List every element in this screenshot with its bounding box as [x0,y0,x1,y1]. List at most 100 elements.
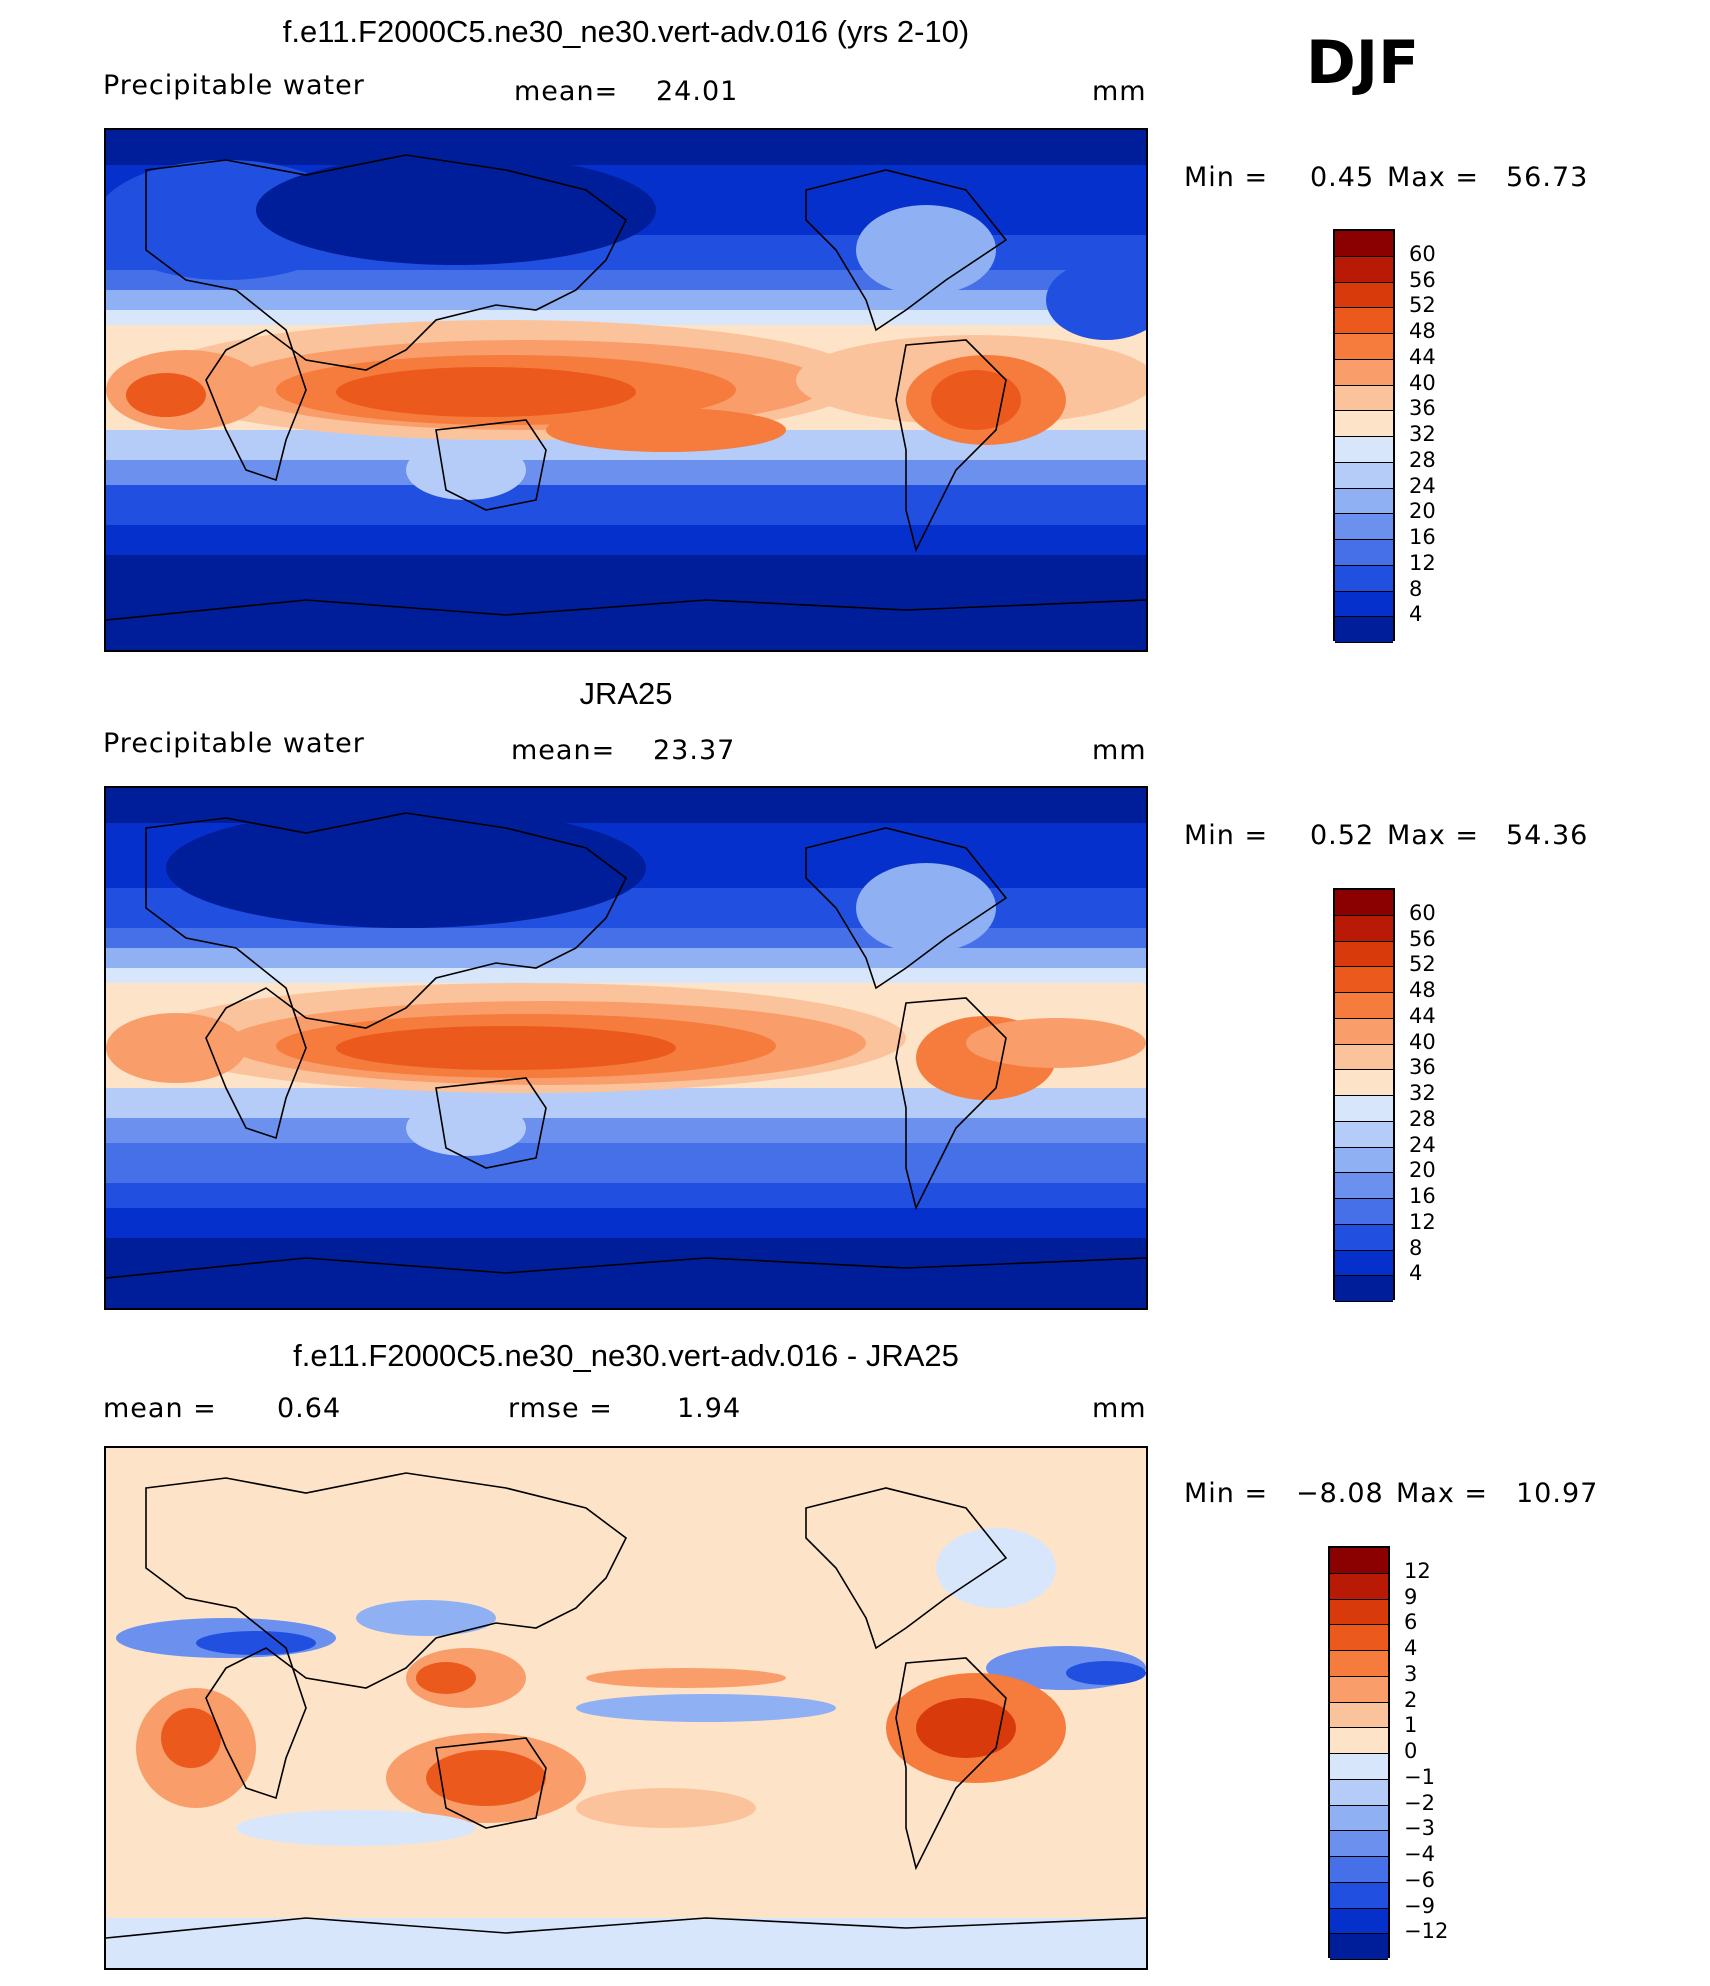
colorbar-tick-label: 9 [1404,1584,1418,1609]
panel-3-min-label: Min = [1184,1478,1269,1509]
panel-2-variable-label: Precipitable water [103,728,365,759]
colorbar-swatch [1335,1250,1393,1277]
panel-2-title: JRA25 [579,676,673,711]
colorbar-tick-label: −2 [1404,1790,1435,1815]
panel-3-rmse-value: 1.94 [677,1393,742,1424]
colorbar-swatch [1330,1573,1388,1600]
colorbar-swatch [1335,993,1393,1019]
colorbar-tick-label: −9 [1404,1893,1435,1918]
panel-3-max-label: Max = [1396,1478,1489,1509]
colorbar-tick-label: 48 [1409,978,1436,1002]
panel-1-colorbar [1333,229,1395,643]
colorbar-swatch [1335,308,1393,334]
colorbar-swatch [1335,231,1393,257]
colorbar-tick-label: 4 [1404,1636,1418,1660]
colorbar-tick-label: 40 [1409,1029,1436,1054]
colorbar-swatch [1335,941,1393,968]
colorbar-tick-label: 2 [1404,1687,1418,1712]
colorbar-swatch [1335,1173,1393,1199]
colorbar-tick-label: 12 [1409,550,1436,575]
panel-3-title: f.e11.F2000C5.ne30_ne30.vert-adv.016 - J… [293,1338,959,1373]
colorbar-tick-label: 28 [1409,1106,1436,1131]
colorbar-tick-label: 32 [1409,1081,1436,1105]
colorbar-tick-label: 8 [1409,576,1423,601]
colorbar-swatch [1335,462,1393,489]
colorbar-tick-label: 24 [1409,473,1436,498]
panel-2-map [104,786,1148,1310]
colorbar-swatch [1335,1096,1393,1122]
colorbar-swatch [1335,437,1393,463]
colorbar-swatch [1335,1199,1393,1225]
colorbar-tick-label: 48 [1409,319,1436,343]
colorbar-swatch [1330,1882,1388,1909]
colorbar-swatch [1330,1728,1388,1754]
colorbar-swatch [1335,1276,1393,1302]
colorbar-swatch [1335,385,1393,412]
panel-1-map [104,128,1148,652]
panel-3-map [104,1446,1148,1970]
colorbar-swatch [1335,915,1393,942]
colorbar-swatch [1335,565,1393,592]
colorbar-swatch [1335,514,1393,540]
colorbar-swatch [1330,1805,1388,1832]
colorbar-swatch [1335,334,1393,360]
panel-2-mean-label: mean= [511,735,616,766]
colorbar-swatch [1335,488,1393,515]
colorbar-swatch [1335,1121,1393,1148]
panel-1-min-value: 0.45 [1310,162,1375,193]
colorbar-tick-label: 28 [1409,447,1436,472]
colorbar-swatch [1330,1908,1388,1935]
panel-2-min-label: Min = [1184,820,1269,851]
panel-3-mean-value: 0.64 [277,1393,342,1424]
colorbar-tick-label: −6 [1404,1867,1435,1892]
panel-3-mean-label: mean = [103,1393,217,1424]
colorbar-tick-label: 16 [1409,525,1436,549]
colorbar-swatch [1335,540,1393,566]
colorbar-tick-label: −1 [1404,1764,1435,1789]
colorbar-swatch [1335,411,1393,437]
colorbar-swatch [1335,1018,1393,1045]
colorbar-swatch [1335,890,1393,916]
colorbar-swatch [1330,1702,1388,1729]
panel-3-max-value: 10.97 [1516,1478,1599,1509]
colorbar-swatch [1330,1548,1388,1574]
panel-3-rmse-label: rmse = [508,1393,613,1424]
colorbar-tick-label: 12 [1409,1209,1436,1234]
panel-2-contour-field [106,788,1146,1308]
panel-2-max-label: Max = [1387,820,1480,851]
colorbar-swatch [1335,282,1393,309]
colorbar-tick-label: 8 [1409,1235,1423,1260]
colorbar-tick-label: 4 [1409,602,1423,627]
season-label: DJF [1306,28,1420,98]
colorbar-tick-label: 3 [1404,1661,1418,1686]
colorbar-swatch [1330,1676,1388,1703]
colorbar-swatch [1335,1070,1393,1096]
colorbar-swatch [1330,1599,1388,1626]
panel-3-units: mm [1092,1393,1147,1424]
colorbar-swatch [1330,1934,1388,1960]
colorbar-tick-label: 56 [1409,267,1436,292]
colorbar-tick-label: 20 [1409,1158,1436,1183]
panel-1-contour-field [106,130,1146,650]
panel-3-min-value: −8.08 [1296,1478,1384,1509]
colorbar-swatch [1330,1779,1388,1806]
colorbar-tick-label: 32 [1409,422,1436,446]
panel-1-mean-value: 24.01 [656,76,739,107]
colorbar-swatch [1330,1625,1388,1651]
colorbar-tick-label: −4 [1404,1842,1435,1866]
panel-1-min-label: Min = [1184,162,1269,193]
colorbar-swatch [1335,591,1393,618]
colorbar-tick-label: 56 [1409,926,1436,951]
colorbar-tick-label: 0 [1404,1739,1418,1763]
colorbar-swatch [1335,1044,1393,1071]
panel-3-colorbar [1328,1546,1390,1960]
colorbar-tick-label: 20 [1409,499,1436,524]
colorbar-tick-label: 36 [1409,396,1436,421]
colorbar-tick-label: 60 [1409,241,1436,266]
panel-1-variable-label: Precipitable water [103,70,365,101]
colorbar-tick-label: 52 [1409,952,1436,977]
colorbar-swatch [1330,1831,1388,1857]
colorbar-tick-label: 44 [1409,344,1436,369]
colorbar-swatch [1330,1857,1388,1883]
colorbar-tick-label: 16 [1409,1184,1436,1208]
